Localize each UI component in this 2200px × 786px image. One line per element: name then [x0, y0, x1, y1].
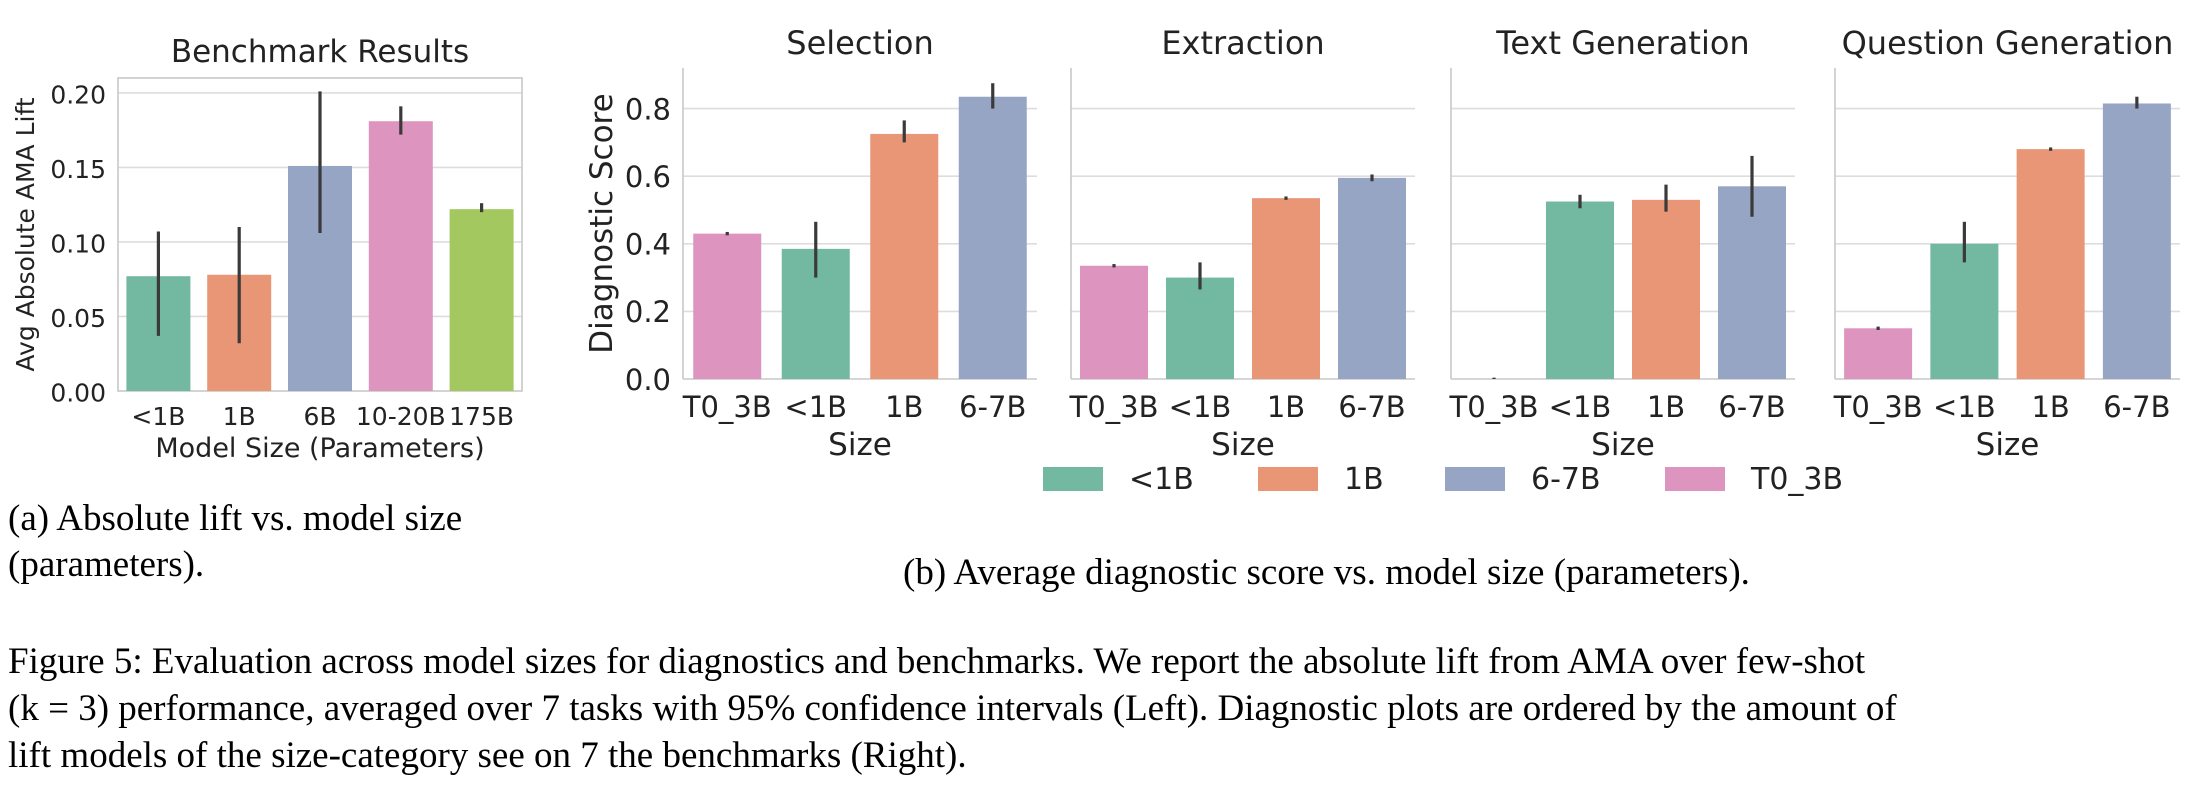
bar	[870, 133, 939, 379]
x-tick-label: 6-7B	[2103, 390, 2170, 424]
x-tick-label: T0_3B	[682, 390, 772, 424]
x-axis-label: Size	[1211, 427, 1275, 463]
caption-line: (k = 3) performance, averaged over 7 tas…	[8, 688, 1897, 729]
y-axis-label: Diagnostic Score	[584, 93, 620, 353]
bar	[2102, 103, 2171, 379]
y-axis-label: Avg Absolute AMA Lift	[11, 97, 40, 371]
x-tick-label: 6-7B	[1338, 390, 1405, 424]
bar	[1166, 277, 1234, 379]
legend-swatch	[1258, 467, 1318, 491]
y-tick-label: 0.05	[50, 304, 106, 333]
x-tick-label: <1B	[784, 390, 847, 424]
bar	[958, 96, 1027, 379]
bar	[1080, 265, 1148, 379]
panel-title: Selection	[786, 24, 933, 62]
x-tick-label: <1B	[131, 402, 185, 431]
x-tick-label: 6-7B	[959, 390, 1026, 424]
panel-title: Benchmark Results	[171, 34, 469, 70]
x-tick-label: 1B	[2031, 390, 2069, 424]
y-tick-label: 0.15	[50, 155, 106, 184]
x-tick-label: T0_3B	[1068, 390, 1158, 424]
y-tick-label: 0.20	[50, 80, 106, 109]
legend-label: 1B	[1344, 462, 1384, 497]
x-tick-label: 1B	[223, 402, 256, 431]
legend-label: 6-7B	[1531, 462, 1601, 497]
x-tick-label: 1B	[885, 390, 923, 424]
figure-panels: 0.00 0.05 0.10 0.15 0.20 <1B 1B 6B 10-20B 175B Ben…	[11, 24, 2180, 497]
x-axis-label: Size	[828, 427, 892, 463]
bar	[1718, 186, 1786, 379]
legend-label: <1B	[1129, 462, 1194, 497]
legend-swatch	[1445, 467, 1505, 491]
x-tick-label: 1B	[1647, 390, 1685, 424]
caption-line: Figure 5: Evaluation across model sizes …	[8, 641, 1866, 682]
x-tick-label: <1B	[1169, 390, 1232, 424]
bar	[2016, 149, 2085, 379]
x-tick-label: 6-7B	[1718, 390, 1785, 424]
y-tick-label: 0.4	[625, 228, 671, 262]
legend-label: T0_3B	[1750, 462, 1843, 497]
caption-line: lift models of the size-category see on …	[8, 735, 967, 776]
bar	[1930, 243, 1999, 379]
x-tick-label: 10-20B	[356, 402, 446, 431]
figure-caption: Figure 5: Evaluation across model sizes …	[8, 638, 2192, 779]
bar	[1252, 198, 1320, 379]
bar	[1844, 328, 1913, 379]
caption-b: (b) Average diagnostic score vs. model s…	[903, 552, 1750, 593]
y-tick-label: 0.6	[625, 160, 671, 194]
bar	[449, 209, 514, 391]
x-tick-label: T0_3B	[1448, 390, 1538, 424]
x-axis-label: Size	[1976, 427, 2040, 463]
x-tick-label: <1B	[1549, 390, 1612, 424]
panel-title: Text Generation	[1495, 24, 1749, 62]
y-tick-label: 0.10	[50, 229, 106, 258]
x-tick-label: 1B	[1267, 390, 1305, 424]
legend-swatch	[1043, 467, 1103, 491]
caption-a: (a) Absolute lift vs. model size (parame…	[8, 498, 463, 585]
y-tick-label: 0.2	[625, 295, 671, 329]
bar	[1338, 177, 1406, 379]
x-axis-label: Size	[1591, 427, 1655, 463]
panel-title: Question Generation	[1842, 24, 2174, 62]
bar	[1546, 201, 1614, 379]
y-tick-label: 0.00	[50, 379, 106, 408]
x-tick-label: <1B	[1933, 390, 1996, 424]
panel-title: Extraction	[1161, 24, 1324, 62]
x-tick-label: T0_3B	[1833, 390, 1923, 424]
bar	[693, 233, 762, 379]
y-tick-label: 0.0	[625, 363, 671, 397]
y-tick-label: 0.8	[625, 92, 671, 126]
x-axis-label: Model Size (Parameters)	[155, 433, 484, 464]
bar	[368, 121, 433, 391]
bar	[1632, 199, 1700, 379]
x-tick-label: 6B	[303, 402, 336, 431]
x-tick-label: 175B	[449, 402, 514, 431]
legend-swatch	[1665, 467, 1725, 491]
